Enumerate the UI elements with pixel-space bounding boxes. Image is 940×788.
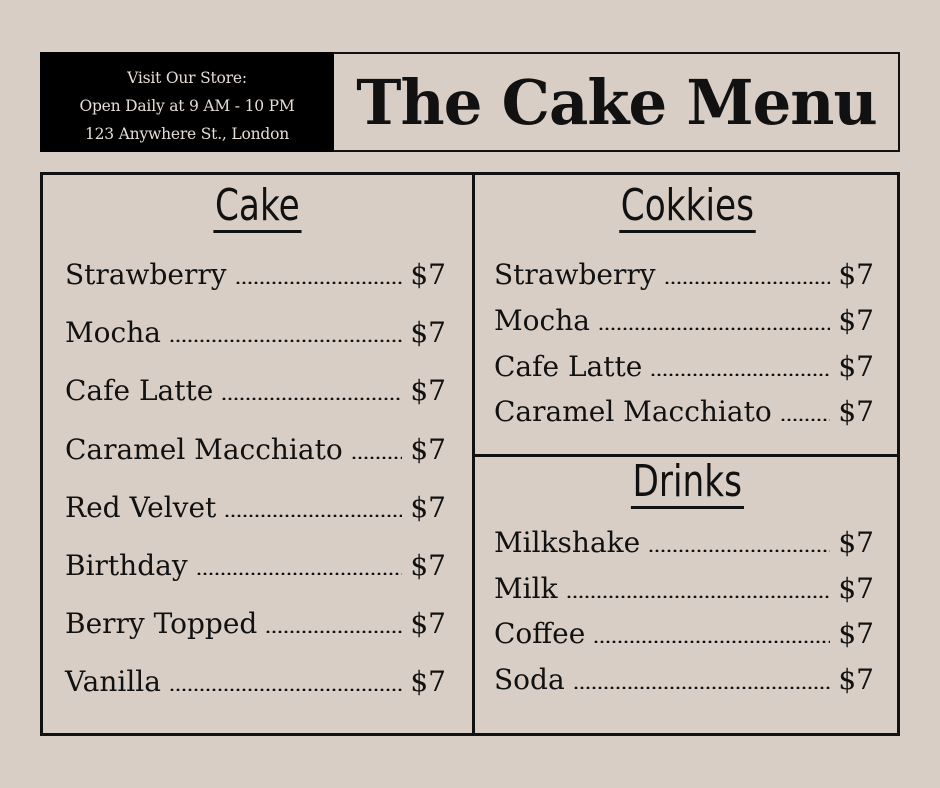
menu-item-name: Mocha <box>65 316 161 350</box>
menu-board: Cake Strawberry $7 Mocha $7 Cafe Latte $7 Cara… <box>40 172 900 736</box>
section-heading-text: Cokkies <box>619 180 756 233</box>
dot-leader <box>779 418 831 422</box>
store-info-panel: Visit Our Store: Open Daily at 9 AM - 10… <box>40 52 334 152</box>
store-hours: Open Daily at 9 AM - 10 PM <box>79 97 295 115</box>
menu-item-name: Milkshake <box>494 526 641 559</box>
dot-leader <box>648 549 831 552</box>
dot-leader <box>221 397 403 401</box>
menu-item: Coffee $7 <box>494 617 874 650</box>
dot-leader <box>195 572 403 575</box>
dot-leader <box>597 326 831 330</box>
menu-item-name: Soda <box>494 663 565 697</box>
store-address: 123 Anywhere St., London <box>84 125 290 143</box>
store-info-heading: Visit Our Store: <box>127 69 247 87</box>
menu-item-price: $7 <box>410 316 446 350</box>
menu-item: Caramel Macchiato $7 <box>494 395 874 428</box>
menu-item-name: Berry Topped <box>65 607 258 641</box>
menu-item-name: Mocha <box>494 303 590 337</box>
menu-item-name: Caramel Macchiato <box>65 432 343 466</box>
menu-item: Cafe Latte $7 <box>65 374 446 407</box>
section-heading: Drinks <box>475 457 900 509</box>
vertical-divider <box>472 175 475 733</box>
section-heading: Cokkies <box>475 181 900 233</box>
menu-item: Mocha $7 <box>65 316 446 349</box>
menu-item-price: $7 <box>410 665 446 699</box>
menu-item: Vanilla $7 <box>65 665 446 698</box>
menu-item-price: $7 <box>410 490 446 524</box>
menu-item-name: Milk <box>494 571 558 605</box>
menu-item: Soda $7 <box>494 663 874 696</box>
menu-item: Birthday $7 <box>65 549 446 582</box>
menu-item-name: Coffee <box>494 617 586 651</box>
section-heading-text: Cake <box>213 180 302 233</box>
section-cake: Cake Strawberry $7 Mocha $7 Cafe Latte $7 Cara… <box>43 181 472 731</box>
horizontal-divider <box>475 454 897 457</box>
menu-item: Milkshake $7 <box>494 526 874 559</box>
dot-leader <box>650 372 831 376</box>
section-drinks: Drinks Milkshake $7 Milk $7 Coffee $7 Soda $7 <box>475 457 900 732</box>
menu-item-name: Cafe Latte <box>494 349 643 383</box>
title-box: The Cake Menu <box>334 52 900 152</box>
menu-item-name: Vanilla <box>65 665 161 699</box>
menu-item-price: $7 <box>838 663 874 697</box>
menu-item-name: Strawberry <box>65 258 227 291</box>
menu-item-price: $7 <box>410 432 446 466</box>
menu-item-name: Strawberry <box>494 258 656 291</box>
menu-item-name: Birthday <box>65 549 188 582</box>
dot-leader <box>593 640 831 644</box>
dot-leader <box>265 630 403 634</box>
dot-leader <box>224 513 403 517</box>
menu-item-price: $7 <box>838 526 874 559</box>
menu-item: Cafe Latte $7 <box>494 350 874 383</box>
dot-leader <box>565 594 831 598</box>
menu-item-name: Cafe Latte <box>65 374 214 408</box>
menu-item-name: Red Velvet <box>65 490 217 524</box>
menu-item: Caramel Macchiato $7 <box>65 433 446 466</box>
menu-item: Berry Topped $7 <box>65 607 446 640</box>
menu-item-price: $7 <box>410 374 446 408</box>
dot-leader <box>350 455 403 459</box>
menu-item-price: $7 <box>838 303 874 337</box>
page-title: The Cake Menu <box>355 65 877 139</box>
dot-leader <box>663 281 831 284</box>
menu-item-price: $7 <box>838 349 874 383</box>
menu-item-price: $7 <box>410 607 446 641</box>
section-cookies: Cokkies Strawberry $7 Mocha $7 Cafe Latte $7 C… <box>475 181 900 451</box>
menu-item: Milk $7 <box>494 572 874 605</box>
section-heading-text: Drinks <box>631 456 744 509</box>
dot-leader <box>168 688 403 692</box>
menu-item-price: $7 <box>410 258 446 291</box>
menu-item-price: $7 <box>838 395 874 429</box>
dot-leader <box>168 339 403 343</box>
section-heading: Cake <box>43 181 472 233</box>
menu-item-price: $7 <box>410 549 446 582</box>
menu-item-price: $7 <box>838 258 874 291</box>
menu-item: Strawberry $7 <box>494 258 874 291</box>
menu-item: Strawberry $7 <box>65 258 446 291</box>
menu-item-name: Caramel Macchiato <box>494 395 772 429</box>
menu-item-price: $7 <box>838 617 874 651</box>
dot-leader <box>234 281 403 284</box>
menu-item: Red Velvet $7 <box>65 491 446 524</box>
dot-leader <box>572 686 831 690</box>
menu-item-price: $7 <box>838 571 874 605</box>
menu-item: Mocha $7 <box>494 304 874 337</box>
